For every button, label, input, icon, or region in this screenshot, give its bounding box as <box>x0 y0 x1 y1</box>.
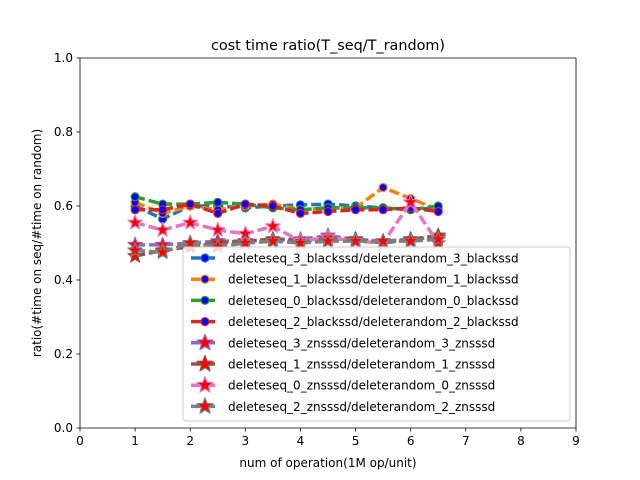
legend-label: deleteseq_0_znsssd/deleterandom_0_znsssd <box>228 379 495 393</box>
legend-swatch-marker <box>200 295 210 305</box>
legend-item: deleteseq_0_znsssd/deleterandom_0_znsssd <box>191 376 495 393</box>
data-point <box>378 182 388 193</box>
legend-label: deleteseq_3_znsssd/deleterandom_3_znsssd <box>228 336 495 350</box>
data-point <box>433 206 443 217</box>
legend-item: deleteseq_2_znsssd/deleterandom_2_znsssd <box>191 397 495 414</box>
legend-label: deleteseq_0_blackssd/deleterandom_0_blac… <box>228 294 519 308</box>
legend-swatch-marker <box>200 317 210 327</box>
y-tick-label: 0.4 <box>54 273 73 287</box>
legend-item: deleteseq_3_blackssd/deleterandom_3_blac… <box>191 252 519 266</box>
series-4 <box>130 199 443 218</box>
legend-box <box>182 246 571 422</box>
data-point <box>213 197 223 207</box>
x-axis-ticks: 0 1 2 3 4 5 6 7 8 9 <box>76 428 580 448</box>
legend-label: deleteseq_1_znsssd/deleterandom_1_znsssd <box>228 358 495 372</box>
y-tick-label: 0.0 <box>54 421 73 435</box>
x-tick-label: 6 <box>407 434 415 448</box>
data-point <box>182 214 198 230</box>
data-point <box>127 247 143 263</box>
x-tick-label: 8 <box>517 434 525 448</box>
series-line <box>135 202 439 216</box>
data-point <box>127 242 143 258</box>
data-point <box>292 234 309 250</box>
y-axis-label: ratio(#time on seq/#time on random) <box>30 129 44 357</box>
data-point <box>237 234 254 250</box>
series-line <box>134 185 439 216</box>
x-tick-label: 0 <box>76 434 84 448</box>
data-point <box>347 233 364 248</box>
data-point <box>378 205 388 215</box>
legend-label: deleteseq_2_blackssd/deleterandom_2_blac… <box>228 315 519 329</box>
legend-swatch-marker <box>196 376 214 393</box>
y-tick-label: 1.0 <box>54 51 73 65</box>
x-tick-label: 9 <box>572 434 580 448</box>
y-axis-ticks: 0.0 0.2 0.4 0.6 0.8 1.0 <box>54 51 80 435</box>
legend-item: deleteseq_2_blackssd/deleterandom_2_blac… <box>191 315 519 329</box>
data-point <box>213 208 223 218</box>
data-point <box>265 233 281 248</box>
data-point <box>350 205 361 215</box>
x-tick-label: 1 <box>131 434 139 448</box>
legend-label: deleteseq_1_blackssd/deleterandom_1_blac… <box>228 273 519 287</box>
x-axis-label: num of operation(1M op/unit) <box>239 456 416 470</box>
data-point <box>268 201 278 211</box>
legend-label: deleteseq_3_blackssd/deleterandom_3_blac… <box>228 252 519 266</box>
legend-item: deleteseq_3_znsssd/deleterandom_3_znsssd <box>191 333 495 351</box>
data-point <box>240 199 250 209</box>
legend-swatch-marker <box>196 397 214 414</box>
data-point <box>430 231 446 246</box>
data-point <box>375 233 391 248</box>
legend-item: deleteseq_1_blackssd/deleterandom_1_blac… <box>191 273 519 287</box>
x-tick-label: 2 <box>186 434 194 448</box>
data-point <box>402 233 419 248</box>
data-point <box>320 233 336 248</box>
x-tick-label: 4 <box>297 434 305 448</box>
series-layer <box>127 182 446 263</box>
series-line <box>134 200 440 245</box>
data-point <box>130 205 140 215</box>
legend-swatch-marker <box>196 333 214 351</box>
data-point <box>210 221 226 237</box>
y-tick-label: 0.8 <box>54 125 73 139</box>
data-point <box>130 192 140 202</box>
legend-swatch-marker <box>200 253 210 263</box>
x-tick-label: 7 <box>462 434 470 448</box>
x-tick-label: 3 <box>242 434 250 448</box>
data-point <box>182 234 198 250</box>
data-point <box>323 206 333 217</box>
legend-label: deleteseq_2_znsssd/deleterandom_2_znsssd <box>228 400 495 414</box>
data-point <box>158 205 168 215</box>
data-point <box>154 221 171 237</box>
y-tick-label: 0.6 <box>54 199 73 213</box>
legend: deleteseq_3_blackssd/deleterandom_3_blac… <box>182 246 571 422</box>
chart-title: cost time ratio(T_seq/T_random) <box>211 38 445 54</box>
data-point <box>185 199 195 209</box>
legend-swatch-marker <box>200 274 210 284</box>
legend-item: deleteseq_1_znsssd/deleterandom_1_znsssd <box>191 354 495 372</box>
legend-swatch-marker <box>196 354 214 372</box>
data-point <box>154 244 171 259</box>
data-point <box>265 218 281 234</box>
axes-frame <box>79 57 577 429</box>
x-tick-label: 5 <box>352 434 360 448</box>
y-tick-label: 0.2 <box>54 347 73 361</box>
data-point <box>402 194 419 209</box>
data-point <box>295 208 306 218</box>
data-point <box>127 214 143 230</box>
legend-item: deleteseq_0_blackssd/deleterandom_0_blac… <box>191 294 519 308</box>
